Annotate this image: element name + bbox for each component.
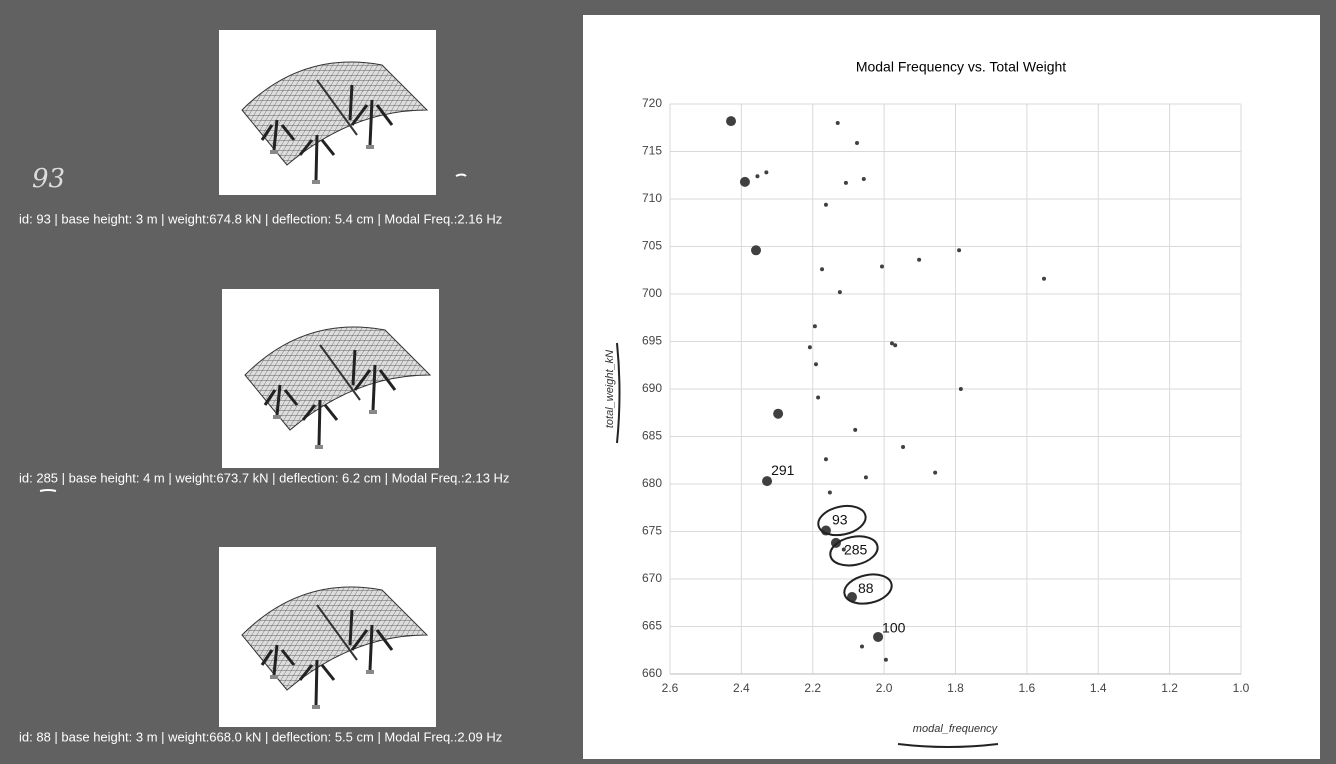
point xyxy=(808,345,812,349)
x-tick-label: 1.0 xyxy=(1233,681,1250,695)
point xyxy=(957,248,961,252)
point xyxy=(773,409,783,419)
point xyxy=(814,362,818,366)
x-tick-label: 2.6 xyxy=(662,681,679,695)
point xyxy=(917,258,921,262)
point xyxy=(824,203,828,207)
x-tick-label: 1.2 xyxy=(1161,681,1178,695)
annotation: 291 xyxy=(771,462,795,478)
point xyxy=(824,457,828,461)
point xyxy=(853,428,857,432)
point xyxy=(844,181,848,185)
point xyxy=(862,177,866,181)
y-tick-label: 680 xyxy=(642,476,662,490)
y-tick-label: 665 xyxy=(642,619,662,633)
point xyxy=(740,177,750,187)
point xyxy=(813,324,817,328)
point xyxy=(933,471,937,475)
page: 93 id: 93 | base height: 3 m | weight:67… xyxy=(0,0,1336,759)
y-axis-label: total_weight_kN xyxy=(604,350,616,428)
point xyxy=(726,116,736,126)
point xyxy=(764,170,768,174)
screen: 93 id: 93 | base height: 3 m | weight:67… xyxy=(0,0,1336,759)
annotation: 100 xyxy=(882,620,906,636)
chart-panel xyxy=(583,15,1320,759)
point xyxy=(1042,277,1046,281)
x-tick-label: 1.6 xyxy=(1019,681,1036,695)
x-tick-label: 1.4 xyxy=(1090,681,1107,695)
point xyxy=(816,396,820,400)
point xyxy=(755,174,759,178)
y-tick-label: 700 xyxy=(642,286,662,300)
point xyxy=(860,644,864,648)
point xyxy=(959,387,963,391)
y-tick-label: 660 xyxy=(642,666,662,680)
x-tick-label: 2.2 xyxy=(804,681,821,695)
annotation: 285 xyxy=(844,542,868,558)
y-tick-label: 710 xyxy=(642,191,662,205)
handwritten-note: 93 xyxy=(32,164,65,194)
point xyxy=(880,264,884,268)
caption: id: 93 | base height: 3 m | weight:674.8… xyxy=(19,211,502,226)
point xyxy=(751,245,761,255)
y-tick-label: 695 xyxy=(642,334,662,348)
point xyxy=(864,475,868,479)
point xyxy=(901,445,905,449)
point xyxy=(838,290,842,294)
x-tick-label: 1.8 xyxy=(947,681,964,695)
y-tick-label: 690 xyxy=(642,381,662,395)
chart-title: Modal Frequency vs. Total Weight xyxy=(856,59,1066,75)
y-tick-label: 720 xyxy=(642,96,662,110)
point xyxy=(893,343,897,347)
y-tick-label: 675 xyxy=(642,524,662,538)
point xyxy=(836,121,840,125)
y-tick-label: 705 xyxy=(642,239,662,253)
point xyxy=(855,141,859,145)
x-axis-label: modal_frequency xyxy=(913,723,999,735)
caption: id: 88 | base height: 3 m | weight:668.0… xyxy=(19,729,502,744)
scribble xyxy=(456,175,466,177)
annotation: 88 xyxy=(858,580,874,596)
y-tick-label: 685 xyxy=(642,429,662,443)
point xyxy=(828,491,832,495)
scribble xyxy=(40,490,56,491)
x-tick-label: 2.0 xyxy=(876,681,893,695)
y-tick-label: 715 xyxy=(642,144,662,158)
point xyxy=(820,267,824,271)
point xyxy=(884,658,888,662)
caption: id: 285 | base height: 4 m | weight:673.… xyxy=(19,470,509,485)
panel-images xyxy=(219,30,439,727)
x-tick-label: 2.4 xyxy=(733,681,750,695)
annotation: 93 xyxy=(832,511,848,527)
y-tick-label: 670 xyxy=(642,571,662,585)
